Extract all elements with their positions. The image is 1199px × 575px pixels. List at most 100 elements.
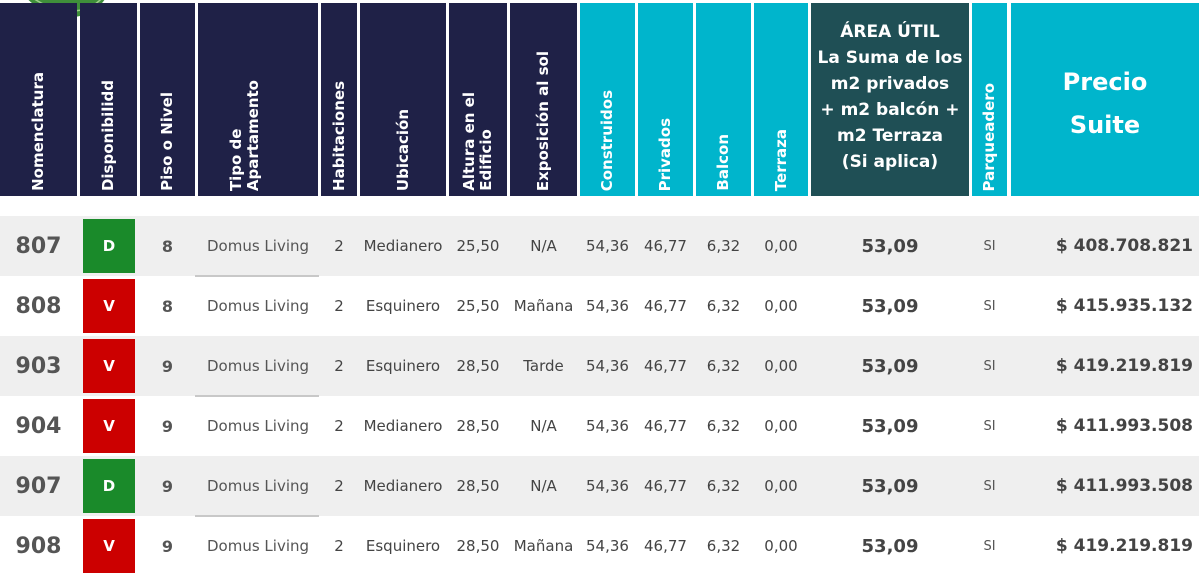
header-exposicion: Exposición al sol [510, 3, 577, 196]
piso-cell: 9 [161, 536, 174, 556]
status-badge: V [83, 519, 135, 573]
table-row: 904 9 Domus Living 2 Medianero 28,50 N/A 54,36 4… [0, 396, 1199, 456]
header-construidos: Construidos [580, 3, 635, 196]
header-nomenclatura-label: Nomenclatura [29, 72, 47, 191]
header-exposicion-label: Exposición al sol [534, 50, 552, 191]
header-nomenclatura: Nomenclatura [0, 3, 77, 196]
construidos-cell: 54,36 [586, 237, 629, 255]
parqueadero-cell: SI [983, 538, 996, 554]
tipo-cell: Domus Living [207, 417, 310, 435]
header-terraza-label: Terraza [771, 128, 790, 191]
habitaciones-cell: 2 [334, 357, 344, 375]
piso-cell: 9 [161, 416, 174, 436]
precio-cell: $ 415.935.132 [1055, 296, 1193, 316]
privados-cell: 46,77 [644, 417, 687, 435]
altura-cell: 28,50 [456, 357, 500, 375]
exposicion-cell: Tarde [523, 357, 564, 375]
ubicacion-cell: Medianero [363, 477, 443, 495]
tipo-cell: Domus Living [207, 297, 310, 315]
header-privados-label: Privados [656, 117, 674, 191]
parqueadero-cell: SI [983, 358, 996, 374]
status-badge: V [83, 399, 135, 453]
terraza-cell: 0,00 [764, 417, 798, 435]
construidos-cell: 54,36 [586, 417, 629, 435]
table-row: 907 9 Domus Living 2 Medianero 28,50 N/A 54,36 4… [0, 456, 1199, 516]
tipo-divider [195, 395, 319, 397]
construidos-cell: 54,36 [586, 297, 629, 315]
construidos-cell: 54,36 [586, 477, 629, 495]
piso-cell: 9 [161, 476, 174, 496]
nomenclatura-cell: 903 [15, 353, 62, 379]
privados-cell: 46,77 [644, 297, 687, 315]
nomenclatura-cell: 907 [15, 473, 62, 499]
header-tipo-label: Tipo de Apartamento [227, 79, 262, 196]
header-ubicacion: Ubicación [360, 3, 446, 196]
altura-cell: 28,50 [456, 477, 500, 495]
construidos-cell: 54,36 [586, 537, 629, 555]
precio-cell: $ 411.993.508 [1055, 476, 1193, 496]
balcon-cell: 6,32 [706, 537, 741, 555]
nomenclatura-cell: 904 [15, 413, 62, 439]
table-row: 808 8 Domus Living 2 Esquinero 25,50 Mañana 54,… [0, 276, 1199, 336]
header-precio: Precio Suite [1011, 3, 1199, 196]
privados-cell: 46,77 [644, 357, 687, 375]
balcon-cell: 6,32 [706, 477, 741, 495]
header-construidos-label: Construidos [598, 89, 616, 191]
header-disponibilidad-label: Disponibilidd [99, 79, 117, 191]
parqueadero-cell: SI [983, 418, 996, 434]
piso-cell: 8 [161, 296, 174, 316]
nomenclatura-cell: 807 [15, 233, 62, 259]
header-balcon-label: Balcon [714, 134, 732, 191]
area-util-cell: 53,09 [861, 295, 919, 317]
ubicacion-cell: Medianero [363, 237, 443, 255]
header-altura: Altura en el Edificio [449, 3, 507, 196]
terraza-cell: 0,00 [764, 537, 798, 555]
tipo-cell: Domus Living [207, 537, 310, 555]
ubicacion-cell: Esquinero [365, 537, 441, 555]
header-terraza: Terraza [754, 3, 808, 196]
exposicion-cell: Mañana [513, 537, 574, 555]
header-disponibilidad: Disponibilidd [80, 3, 137, 196]
status-badge: V [83, 339, 135, 393]
header-piso-label: Piso o Nivel [158, 92, 176, 191]
table-row: 903 9 Domus Living 2 Esquinero 28,50 Tarde 54,3… [0, 336, 1199, 396]
balcon-cell: 6,32 [706, 237, 741, 255]
precio-line1: Precio [1062, 68, 1148, 96]
header-tipo-line2: Apartamento [244, 79, 262, 191]
tipo-cell: Domus Living [207, 357, 310, 375]
header-piso: Piso o Nivel [140, 3, 195, 196]
area-util-line: m2 privados [830, 73, 950, 94]
privados-cell: 46,77 [644, 537, 687, 555]
area-util-line: + m2 balcón + [820, 99, 960, 120]
header-altura-line2: Edificio [477, 129, 495, 191]
tipo-cell: Domus Living [207, 237, 310, 255]
ubicacion-cell: Medianero [363, 417, 443, 435]
precio-cell: $ 419.219.819 [1055, 356, 1193, 376]
altura-cell: 25,50 [456, 297, 500, 315]
nomenclatura-cell: 908 [15, 533, 62, 559]
header-area-util: ÁREA ÚTIL La Suma de los m2 privados + m… [811, 3, 969, 196]
table-row: 908 9 Domus Living 2 Esquinero 28,50 Mañana 54,… [0, 516, 1199, 575]
piso-cell: 8 [161, 236, 174, 256]
header-habitaciones-label: Habitaciones [329, 81, 348, 191]
header-precio-text: Precio Suite [1063, 61, 1148, 147]
parqueadero-cell: SI [983, 238, 996, 254]
habitaciones-cell: 2 [334, 537, 344, 555]
header-tipo-line1: Tipo de [227, 128, 245, 191]
privados-cell: 46,77 [644, 477, 687, 495]
exposicion-cell: Mañana [513, 297, 574, 315]
exposicion-cell: N/A [530, 477, 557, 495]
area-util-cell: 53,09 [861, 415, 919, 437]
altura-cell: 28,50 [456, 537, 500, 555]
balcon-cell: 6,32 [706, 297, 741, 315]
status-badge: D [83, 459, 135, 513]
habitaciones-cell: 2 [334, 477, 344, 495]
ubicacion-cell: Esquinero [365, 357, 441, 375]
header-tipo: Tipo de Apartamento [198, 3, 318, 196]
exposicion-cell: N/A [530, 417, 557, 435]
header-ubicacion-label: Ubicación [393, 108, 412, 191]
status-badge: D [83, 219, 135, 273]
precio-cell: $ 408.708.821 [1055, 236, 1193, 256]
area-util-line: (Si aplica) [841, 151, 939, 172]
header-habitaciones: Habitaciones [321, 3, 357, 196]
